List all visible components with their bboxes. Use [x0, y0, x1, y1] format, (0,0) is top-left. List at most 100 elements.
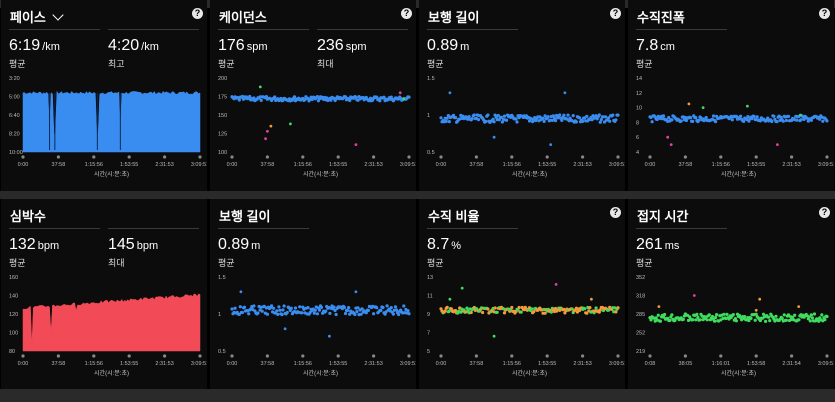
data-point — [770, 119, 774, 124]
metric-title[interactable]: 페이스 — [10, 7, 64, 26]
y-tick-label: 9 — [427, 312, 430, 318]
x-tick-label: 3:09:51 — [818, 361, 834, 367]
data-point — [749, 316, 753, 320]
data-point — [684, 118, 688, 123]
data-point — [298, 305, 302, 309]
data-point — [439, 116, 443, 120]
x-tick-label: 3:09:51 — [818, 162, 834, 168]
data-point — [764, 319, 768, 323]
x-tick-marker — [616, 354, 620, 358]
y-tick-label: 14 — [636, 76, 642, 82]
x-tick-marker — [127, 354, 131, 358]
y-tick-label: 3:20 — [9, 76, 20, 82]
data-point — [570, 307, 574, 311]
data-point — [505, 118, 509, 122]
data-point — [802, 117, 806, 121]
x-tick-marker — [474, 155, 478, 159]
data-point — [797, 318, 801, 322]
y-tick-label: 7 — [427, 331, 430, 337]
data-point — [768, 319, 772, 323]
stat-value: 261 — [636, 236, 663, 253]
x-tick-marker — [163, 155, 167, 159]
x-tick-label: 2:31:53 — [364, 162, 382, 168]
data-point — [588, 306, 592, 310]
data-point — [655, 117, 659, 121]
data-point — [791, 315, 795, 319]
question-circle-icon[interactable]: ? — [610, 207, 621, 218]
data-point — [714, 315, 718, 320]
outlier-point — [492, 135, 496, 139]
outlier-point — [398, 91, 402, 95]
question-circle-icon[interactable]: ? — [401, 8, 412, 19]
stat-primary: 7.8 cm 평균 — [636, 37, 675, 70]
data-point — [713, 319, 717, 323]
data-point — [532, 310, 536, 314]
outlier-point — [776, 143, 779, 146]
data-point — [444, 119, 448, 123]
data-point — [691, 119, 695, 123]
stat-value: 6:19 — [9, 37, 41, 54]
y-tick-label: 1 — [218, 312, 221, 318]
x-tick-label: 2:31:53 — [573, 361, 591, 367]
data-point — [319, 305, 324, 309]
y-tick-label: 219 — [636, 349, 645, 355]
data-point — [543, 311, 547, 315]
data-point — [560, 118, 564, 122]
data-point — [364, 311, 368, 315]
question-circle-icon[interactable]: ? — [819, 207, 830, 218]
data-point — [315, 312, 319, 316]
stat-divider — [218, 29, 309, 30]
data-point — [734, 319, 738, 323]
stat-value: 236 — [317, 37, 344, 54]
stat-value: 8.7 — [427, 236, 450, 253]
question-circle-icon[interactable]: ? — [610, 8, 621, 19]
x-axis-title: 시간(시:분:초) — [721, 369, 756, 377]
data-point — [553, 119, 558, 123]
data-point — [739, 114, 743, 118]
data-point — [375, 306, 379, 310]
data-point — [233, 306, 237, 310]
data-point — [730, 118, 734, 122]
data-point — [784, 318, 788, 322]
x-tick-marker — [754, 354, 758, 358]
outlier-point — [657, 305, 661, 308]
x-tick-label: 0:00 — [645, 162, 656, 168]
data-point — [755, 115, 759, 119]
stat-divider — [108, 228, 199, 229]
chevron-down-icon[interactable] — [52, 9, 64, 21]
data-point — [277, 305, 281, 309]
x-tick-marker — [127, 155, 131, 159]
stat-label: 평균 — [636, 59, 653, 69]
metric-card: 보행 길이 0.89 m 평균 1.5 1 0.5 0:00 37:58 1:15:56 1:53:… — [210, 199, 416, 389]
y-tick-label: 80 — [9, 349, 15, 355]
stat-label: 최대 — [317, 59, 334, 69]
data-point — [611, 113, 615, 117]
x-tick-label: 1:15:56 — [294, 162, 312, 168]
y-tick-label: 5:00 — [9, 95, 20, 101]
data-point — [670, 313, 674, 317]
question-circle-icon[interactable]: ? — [192, 8, 203, 19]
metric-title-label: 심박수 — [10, 209, 46, 224]
data-point — [500, 120, 504, 124]
x-tick-marker — [56, 155, 61, 159]
x-tick-label: 1:53:55 — [538, 361, 556, 367]
outlier-point — [448, 91, 452, 95]
stat-unit: cm — [660, 41, 675, 53]
data-point — [722, 312, 726, 316]
x-axis-title: 시간(시:분:초) — [303, 170, 338, 178]
data-point — [616, 306, 620, 310]
data-point — [356, 306, 360, 310]
data-point — [454, 116, 458, 120]
data-point — [445, 116, 449, 120]
stat-label: 평균 — [9, 59, 26, 69]
stat-label: 평균 — [427, 258, 444, 268]
data-point — [462, 308, 466, 312]
data-point — [484, 119, 488, 124]
x-tick-marker — [439, 354, 443, 358]
data-point — [742, 119, 746, 123]
x-tick-label: 0:00 — [18, 361, 29, 367]
data-point — [242, 305, 247, 309]
question-circle-icon[interactable]: ? — [819, 8, 830, 19]
data-point — [541, 116, 545, 120]
x-axis-title: 시간(시:분:초) — [94, 369, 129, 377]
